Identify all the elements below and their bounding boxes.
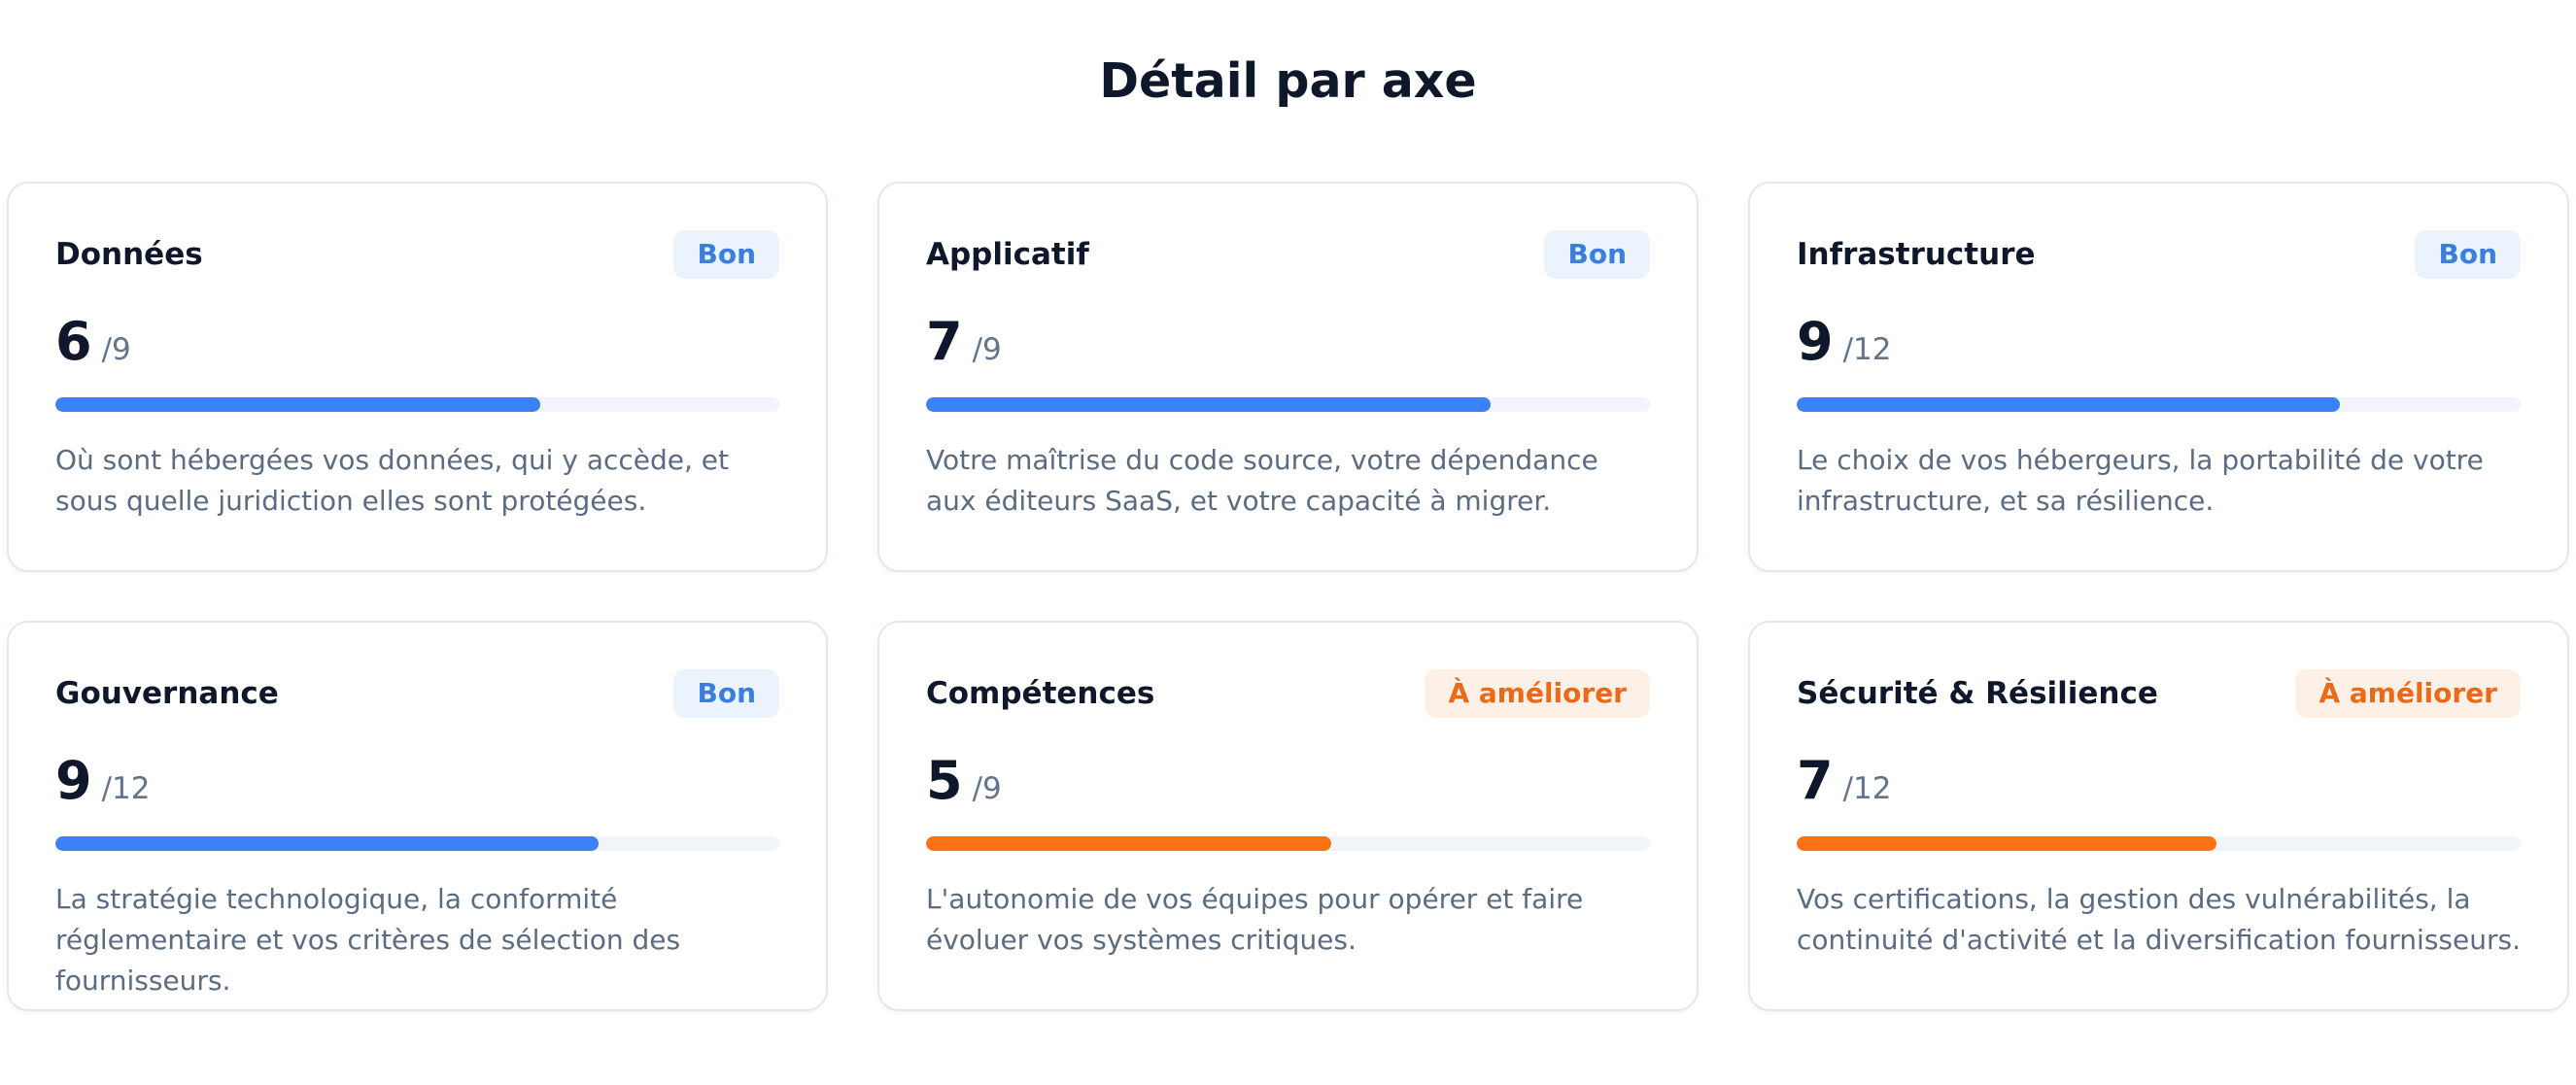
card-description: Votre maîtrise du code source, votre dép… <box>926 444 1598 517</box>
card-header: Gouvernance Bon <box>55 669 779 718</box>
status-badge: Bon <box>2415 230 2521 279</box>
card-description: L'autonomie de vos équipes pour opérer e… <box>926 883 1584 956</box>
progress-bar <box>926 836 1650 851</box>
status-badge: Bon <box>673 669 779 718</box>
score: 6 /9 <box>55 308 131 376</box>
score: 5 /9 <box>926 747 1002 815</box>
progress-bar <box>1797 836 2521 851</box>
card-description: Vos certifications, la gestion des vulné… <box>1797 883 2521 956</box>
axis-card-securite-resilience: Sécurité & Résilience À améliorer 7 /12 … <box>1748 621 2569 1011</box>
score-value: 7 <box>926 311 963 372</box>
score: 9 /12 <box>1797 308 1891 376</box>
axis-cards-grid: Données Bon 6 /9 Où sont hébergées vos d… <box>7 182 2570 1011</box>
card-description: Le choix de vos hébergeurs, la portabili… <box>1797 444 2484 517</box>
card-title: Gouvernance <box>55 676 279 711</box>
score: 7 /9 <box>926 308 1002 376</box>
score-max: /9 <box>101 332 131 367</box>
axis-card-applicatif: Applicatif Bon 7 /9 Votre maîtrise du co… <box>877 182 1699 572</box>
status-badge: À améliorer <box>2295 669 2521 718</box>
score-value: 9 <box>55 750 92 811</box>
progress-bar-fill <box>926 836 1332 851</box>
card-description: La stratégie technologique, la conformit… <box>55 883 681 997</box>
status-badge: Bon <box>1544 230 1650 279</box>
score-value: 5 <box>926 750 963 811</box>
status-badge: Bon <box>673 230 779 279</box>
progress-bar-fill <box>926 397 1492 412</box>
progress-bar <box>55 836 779 851</box>
score-max: /12 <box>1842 332 1892 367</box>
axis-card-competences: Compétences À améliorer 5 /9 L'autonomie… <box>877 621 1699 1011</box>
card-title: Sécurité & Résilience <box>1797 676 2158 711</box>
section-title: Détail par axe <box>1099 53 1477 109</box>
progress-bar-fill <box>1797 836 2217 851</box>
card-header: Applicatif Bon <box>926 230 1650 279</box>
progress-bar-fill <box>1797 397 2340 412</box>
card-header: Infrastructure Bon <box>1797 230 2521 279</box>
progress-bar <box>55 397 779 412</box>
score-max: /12 <box>101 771 151 806</box>
card-header: Compétences À améliorer <box>926 669 1650 718</box>
score-value: 6 <box>55 311 92 372</box>
score-max: /9 <box>972 332 1002 367</box>
card-header: Données Bon <box>55 230 779 279</box>
card-header: Sécurité & Résilience À améliorer <box>1797 669 2521 718</box>
score-max: /12 <box>1842 771 1892 806</box>
score-value: 7 <box>1797 750 1834 811</box>
progress-bar <box>926 397 1650 412</box>
card-title: Applicatif <box>926 237 1089 272</box>
progress-bar-fill <box>55 397 541 412</box>
progress-bar <box>1797 397 2521 412</box>
card-title: Infrastructure <box>1797 237 2036 272</box>
card-description: Où sont hébergées vos données, qui y acc… <box>55 444 730 517</box>
score-value: 9 <box>1797 311 1834 372</box>
axis-card-infrastructure: Infrastructure Bon 9 /12 Le choix de vos… <box>1748 182 2569 572</box>
progress-bar-fill <box>55 836 599 851</box>
axis-card-gouvernance: Gouvernance Bon 9 /12 La stratégie techn… <box>7 621 828 1011</box>
score-max: /9 <box>972 771 1002 806</box>
score: 9 /12 <box>55 747 150 815</box>
score: 7 /12 <box>1797 747 1891 815</box>
status-badge: À améliorer <box>1425 669 1650 718</box>
card-title: Données <box>55 237 203 272</box>
card-title: Compétences <box>926 676 1155 711</box>
axis-card-donnees: Données Bon 6 /9 Où sont hébergées vos d… <box>7 182 828 572</box>
